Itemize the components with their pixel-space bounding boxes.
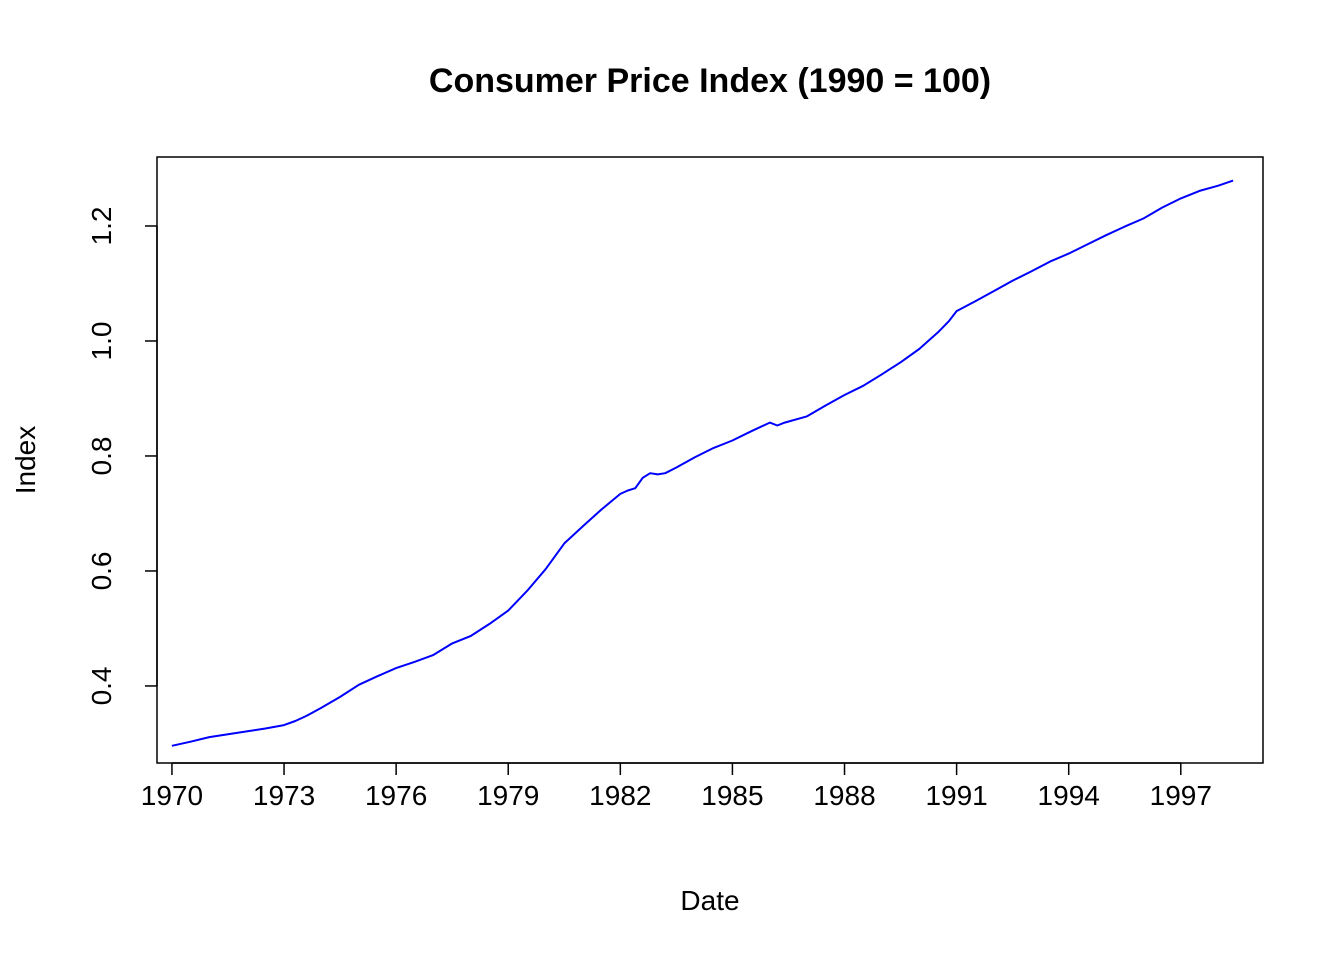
plot-frame <box>156 156 1264 764</box>
cpi-series-line <box>171 179 1234 747</box>
chart-title: Consumer Price Index (1990 = 100) <box>429 62 991 100</box>
x-tick-label: 1976 <box>365 780 427 811</box>
series-group <box>171 179 1234 747</box>
y-tick-label: 1.2 <box>86 207 117 246</box>
x-axis: 1970 1973 1976 1979 1982 1985 1988 1991 1994 1997 <box>141 762 1212 811</box>
x-tick-label: 1970 <box>141 780 203 811</box>
x-axis-label: Date <box>680 885 739 916</box>
x-tick-label: 1982 <box>589 780 651 811</box>
x-tick-label: 1997 <box>1150 780 1212 811</box>
x-tick-label: 1985 <box>701 780 763 811</box>
x-tick-label: 1979 <box>477 780 539 811</box>
x-tick-label: 1991 <box>925 780 987 811</box>
y-tick-label: 1.0 <box>86 322 117 361</box>
x-tick-label: 1973 <box>253 780 315 811</box>
y-tick-label: 0.4 <box>86 666 117 705</box>
y-axis-label: Index <box>10 426 41 495</box>
x-tick-label: 1988 <box>813 780 875 811</box>
y-tick-label: 0.8 <box>86 437 117 476</box>
y-tick-label: 0.6 <box>86 551 117 590</box>
y-axis: 0.4 0.6 0.8 1.0 1.2 <box>86 207 158 705</box>
x-tick-label: 1994 <box>1038 780 1100 811</box>
